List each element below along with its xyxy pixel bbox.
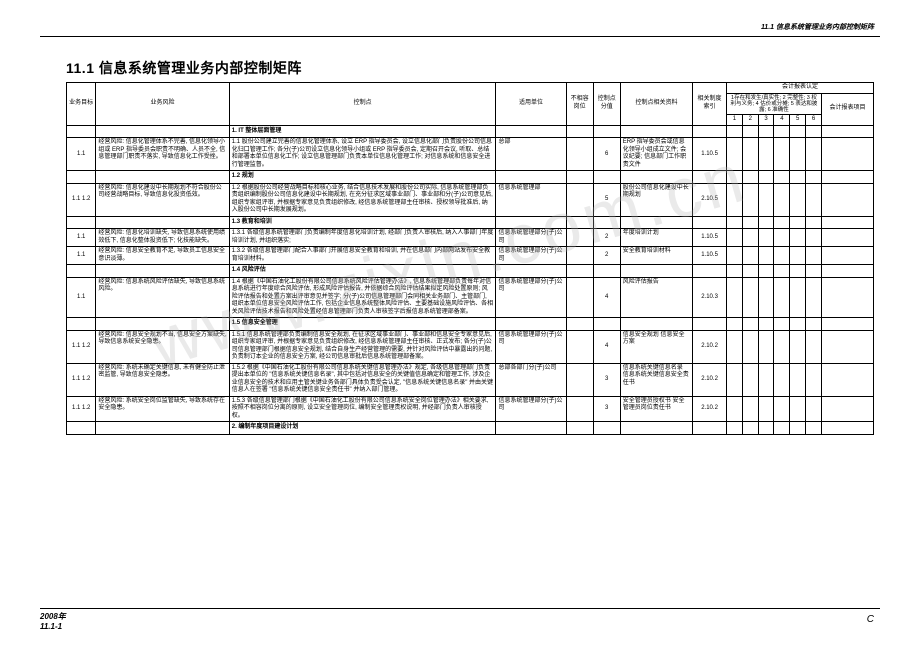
col-control: 控制点 <box>229 83 496 126</box>
table-row: 1.1 1.2经营风险: 信息安全规划不当, 信息安全方案缺失, 导致信息系统安… <box>67 330 874 363</box>
legend-cell: 1存在和发生/真实性; 2 完整性; 3 权利与义务; 4 估价或分摊; 5 表… <box>727 93 822 115</box>
col-unit: 适用单位 <box>496 83 566 126</box>
col-n5: 5 <box>790 115 806 126</box>
col-n6: 6 <box>806 115 822 126</box>
col-report-item: 会计报表项目 <box>821 93 873 125</box>
table-row: 1.1经营风险: 信息安全教育不足, 导致员工信息安全意识淡薄。1.3.2 各级… <box>67 247 874 265</box>
section-header: 1.2 规划 <box>67 171 874 184</box>
running-header: 11.1 信息系统管理业务内部控制矩阵 <box>761 22 874 32</box>
col-n3: 3 <box>758 115 774 126</box>
col-score: 控制点分值 <box>593 83 620 126</box>
footer-left: 2008年 11.1-1 <box>40 611 66 631</box>
col-n4: 4 <box>774 115 790 126</box>
control-matrix-table: 业务目标 业务风险 控制点 适用单位 不相容岗位 控制点分值 控制点相关资料 相… <box>66 82 874 435</box>
col-risk: 业务风险 <box>96 83 229 126</box>
col-n1: 1 <box>727 115 743 126</box>
col-n2: 2 <box>742 115 758 126</box>
bottom-rule <box>40 608 880 609</box>
section-header: 1.3 教育和培训 <box>67 216 874 229</box>
table-row: 1.1经营风险: 信息化培训缺失, 导致信息系统使用绩效低下, 信息化整体投资低… <box>67 229 874 247</box>
footer-right-pageno: C <box>867 614 874 625</box>
col-ref: 相关制度索引 <box>693 83 727 126</box>
col-goal: 业务目标 <box>67 83 96 126</box>
section-header: 1.4 风险评估 <box>67 265 874 278</box>
page-title: 11.1 信息系统管理业务内部控制矩阵 <box>66 58 302 78</box>
table-row: 1.1 1.2经营风险: 信息化建设中长期规划不符合股份公司经营战略目标, 导致… <box>67 183 874 216</box>
table-row: 1.1经营风险: 信息系统风险评估缺失, 导致信息系统风险。1.4 根据《中国石… <box>67 277 874 318</box>
col-incompat: 不相容岗位 <box>566 83 593 126</box>
section-header: 2. 编制年度项目建设计划 <box>67 422 874 435</box>
table-row: 1.1 1.2经营风险: 系统安全岗位监管缺失, 导致系统存在安全隐患。1.5.… <box>67 396 874 422</box>
table-row: 1.1经营风险: 信息化管理体系不完善, 信息化领导小组或 ERP 指导委员会职… <box>67 138 874 171</box>
section-header: 1.5 信息安全管理 <box>67 318 874 331</box>
table-row: 1.1 1.2经营风险: 系统未确定关键信息, 未有健全防止泄密监管, 导致信息… <box>67 363 874 396</box>
col-group-assert: 会计报表认定 <box>727 83 874 94</box>
section-header: 1. IT 整体层面管理 <box>67 125 874 138</box>
top-rule <box>40 36 880 37</box>
col-material: 控制点相关资料 <box>620 83 692 126</box>
